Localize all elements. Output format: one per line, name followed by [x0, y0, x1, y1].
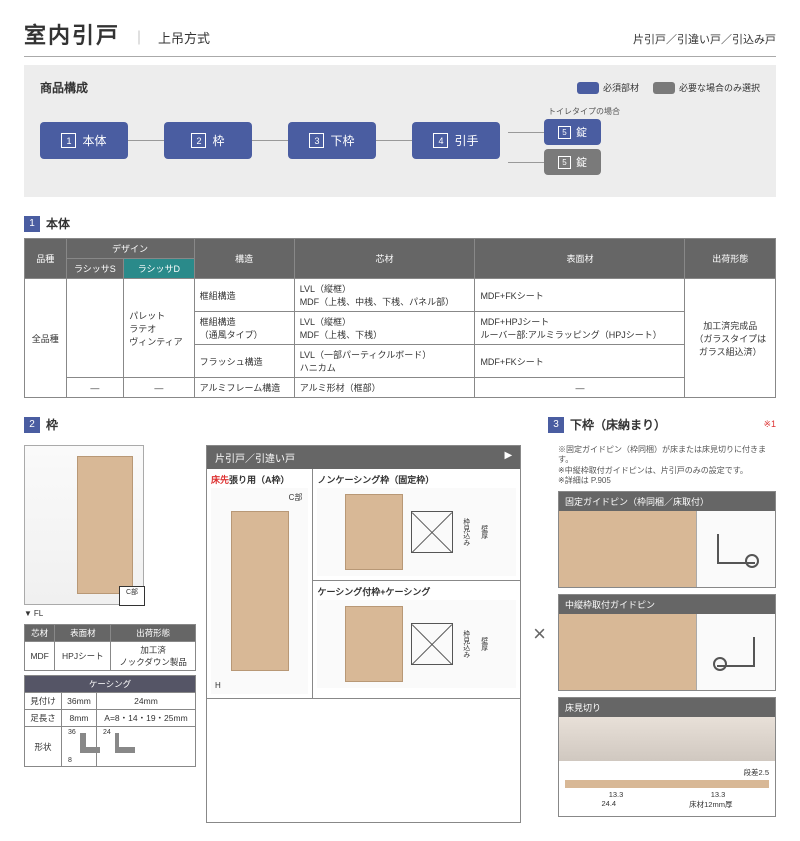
flow-box-4: 4引手 — [412, 122, 500, 159]
chip-required — [577, 82, 599, 94]
table-hontai: 品種デザイン構造芯材表面材出荷形態ラシッサSラシッサD全品種パレット ラテオ ヴ… — [24, 238, 776, 398]
mid-pin-box: 中縦枠取付ガイドピン — [558, 594, 776, 691]
frame-mat-table: 芯材表面材出荷形態 MDFHPJシート加工済 ノックダウン製品 — [24, 624, 196, 671]
flow-box-3: 3下枠 — [288, 122, 376, 159]
chip-optional — [653, 82, 675, 94]
title-right: 片引戸／引違い戸／引込み戸 — [633, 31, 776, 47]
flow: 1本体2枠3下枠4引手トイレタイプの場合5錠5錠 — [40, 106, 760, 175]
door-sketch: C部 — [24, 445, 144, 605]
title-main: 室内引戸 — [24, 18, 120, 50]
frame-types-panel: 片引戸／引違い戸▶ 床先張り用（A枠） C部 H ノンケーシング枠（固定枠） — [206, 445, 521, 823]
multiply-icon: × — [531, 445, 548, 823]
title-sub: 上吊方式 — [158, 28, 210, 47]
floor-trim-box: 床見切り 段差2.5 13.313.3 24.4床材12mm厚 — [558, 697, 776, 817]
fl-label: FL — [24, 609, 196, 618]
casing-table: ケーシング 見付け36mm24mm 足長さ8mmA=8・14・19・25mm 形… — [24, 675, 196, 767]
composition-panel: 商品構成 必須部材 必要な場合のみ選択 1本体2枠3下枠4引手トイレタイプの場合… — [24, 65, 776, 197]
flow-box-1: 1本体 — [40, 122, 128, 159]
section-2: 2 枠 — [24, 416, 538, 433]
flow-box-2: 2枠 — [164, 122, 252, 159]
section-3: 3 下枠（床納まり） ※1 — [548, 416, 776, 433]
comp-title: 商品構成 — [40, 79, 88, 96]
frame-left-col: C部 FL 芯材表面材出荷形態 MDFHPJシート加工済 ノックダウン製品 ケー… — [24, 445, 196, 823]
legend: 必須部材 必要な場合のみ選択 — [577, 81, 760, 94]
sill-col: ※固定ガイドピン（枠同梱）が床または床見切りに付きます。 ※中縦枠取付ガイドピン… — [558, 445, 776, 823]
page-header: 室内引戸 ｜ 上吊方式 片引戸／引違い戸／引込み戸 — [24, 18, 776, 57]
title-sep: ｜ — [132, 28, 146, 48]
section-1: 1 本体 — [24, 215, 776, 232]
guide-pin-box: 固定ガイドピン（枠同梱／床取付） — [558, 491, 776, 588]
